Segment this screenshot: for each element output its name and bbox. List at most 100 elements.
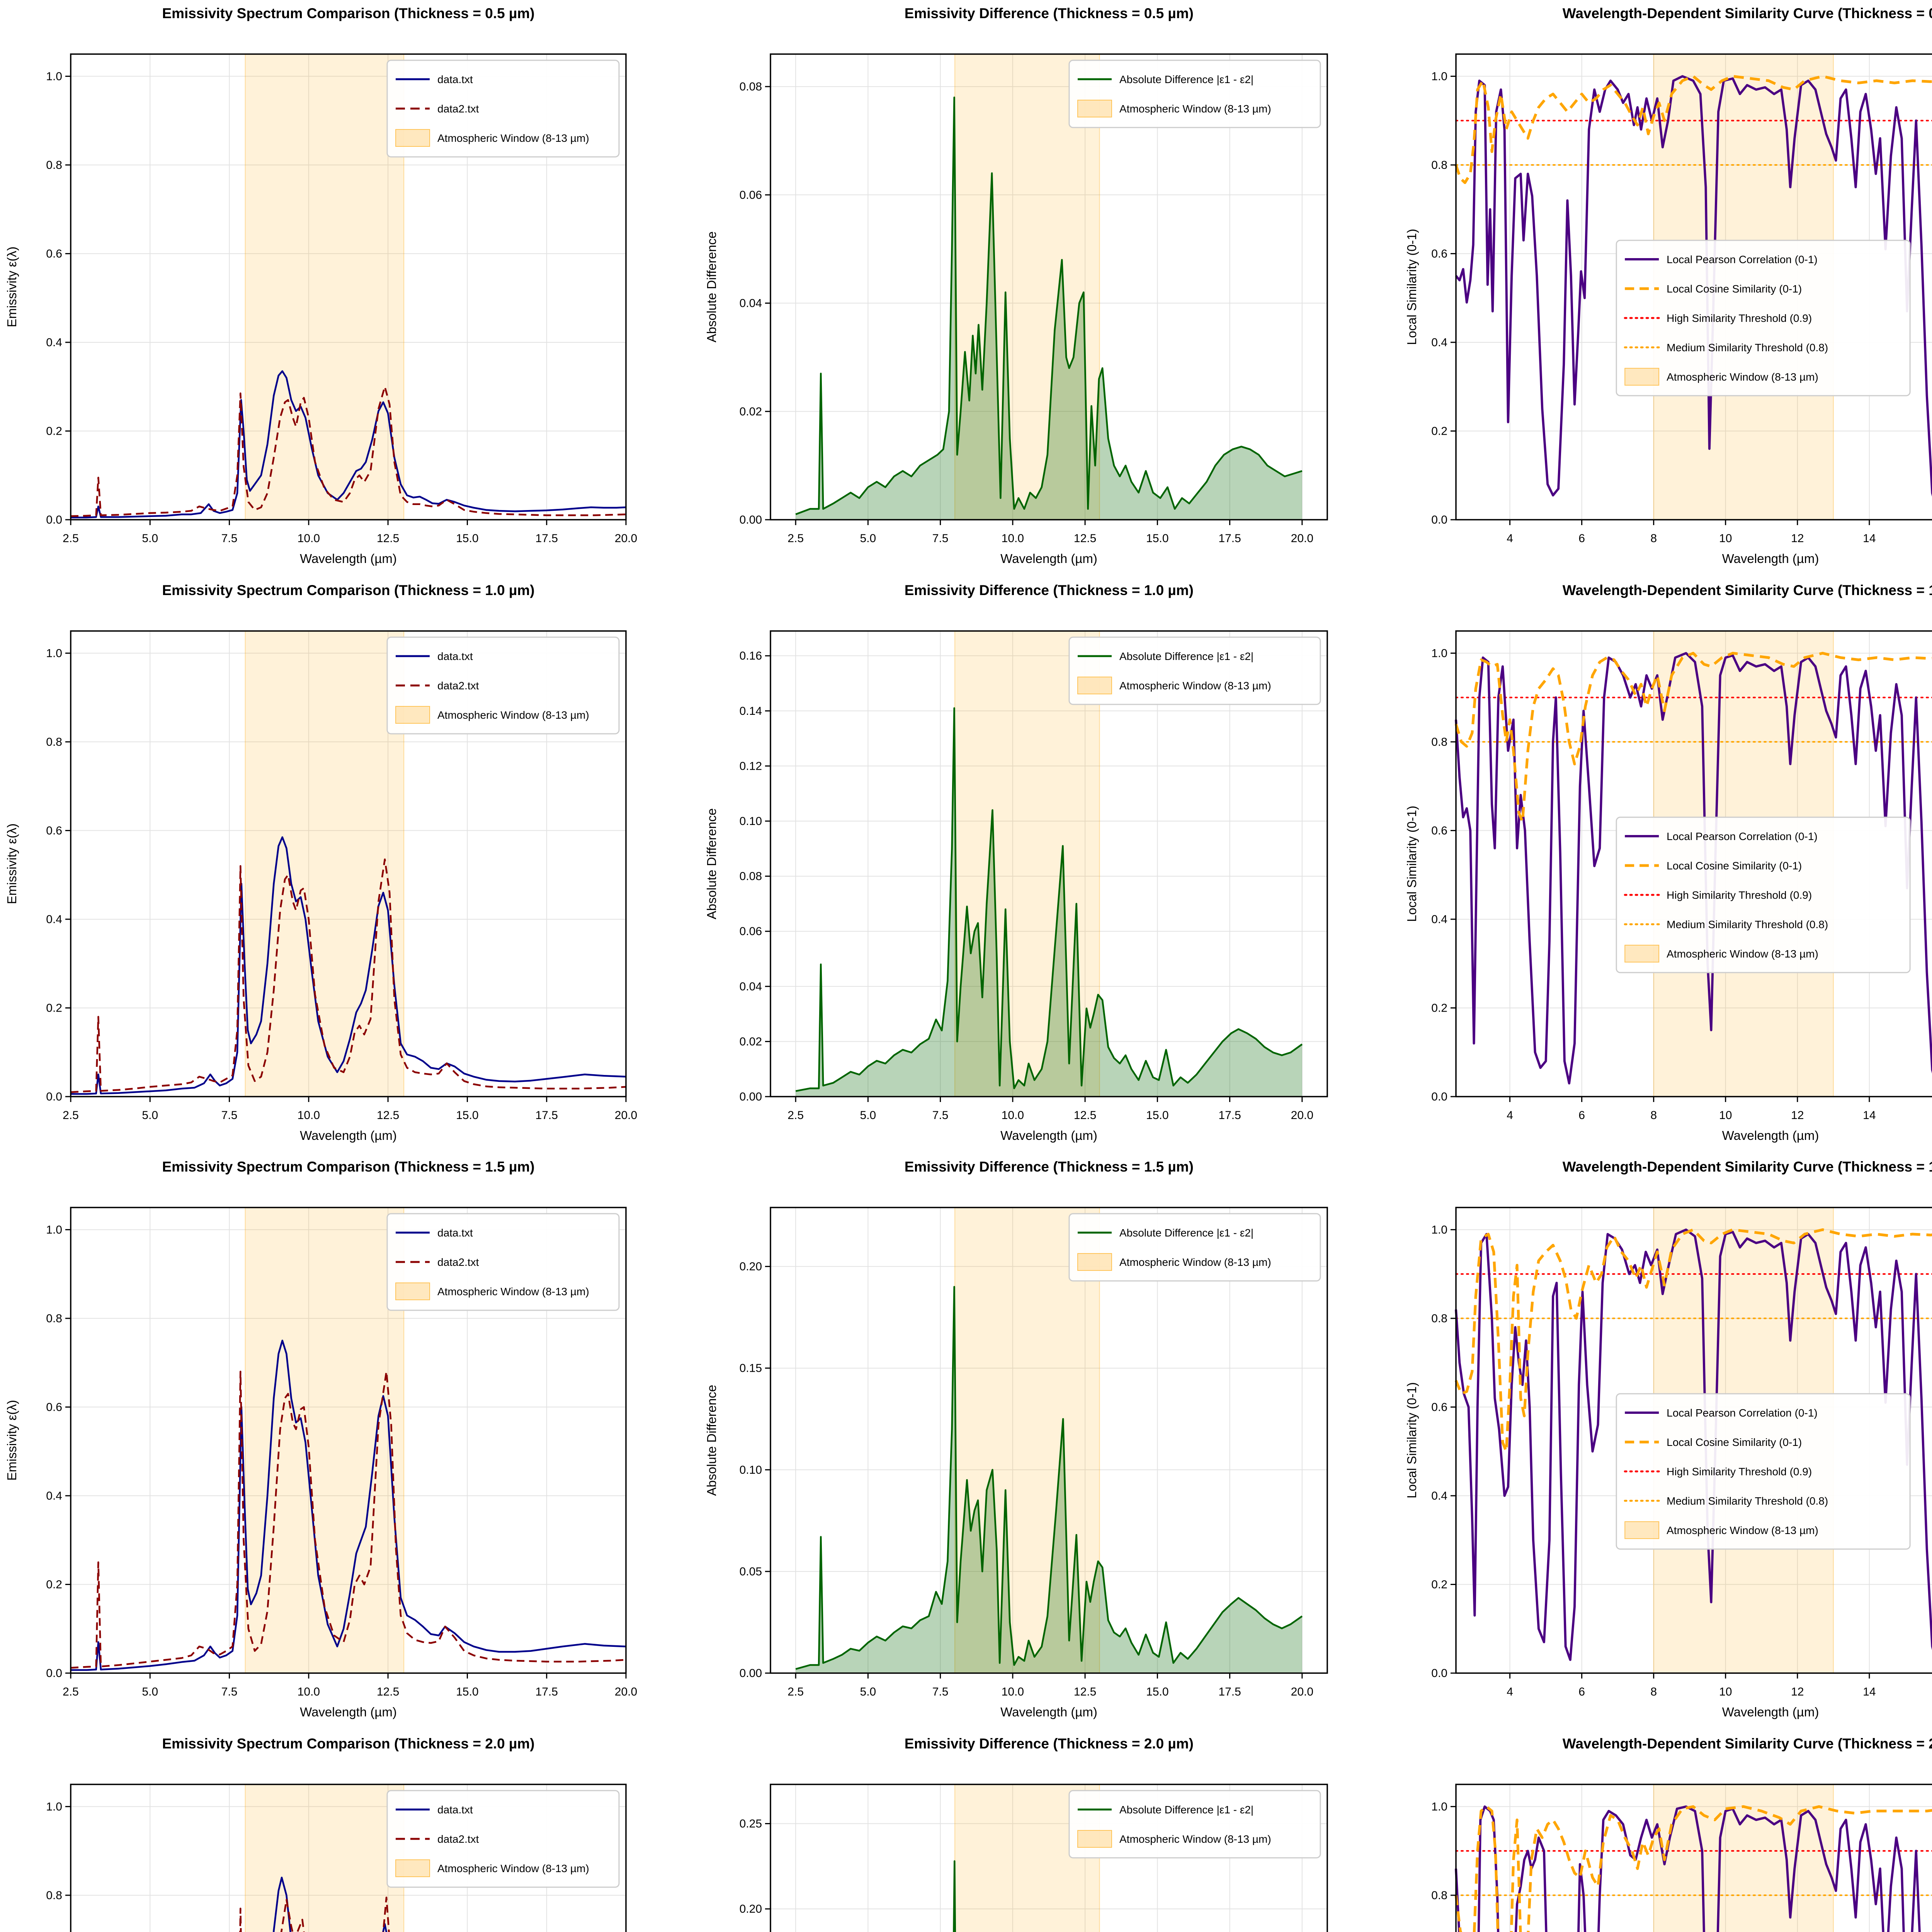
- legend-window-patch: [395, 1282, 430, 1300]
- x-tick-label: 7.5: [221, 1685, 238, 1698]
- x-tick-label: 20.0: [1291, 532, 1313, 545]
- legend-entry-label: data2.txt: [437, 1833, 479, 1845]
- y-tick-label: 0.2: [1431, 1002, 1447, 1014]
- x-axis-label: Wavelength (µm): [1000, 551, 1097, 566]
- series-line: [70, 1371, 626, 1669]
- subplot-spectrum-0.5um: Emissivity Spectrum Comparison (Thicknes…: [0, 0, 700, 577]
- x-tick-label: 8: [1650, 1685, 1657, 1698]
- plot-svg: 2.5 5.0 7.5 10.0 12.5 15.0 17.5 20.0 0.0 0.2 0.4 0.…: [5, 630, 637, 1143]
- y-tick-label: 0.6: [46, 247, 62, 260]
- subplot-difference-1.5um: Emissivity Difference (Thickness = 1.5 µ…: [700, 1153, 1400, 1730]
- y-tick-label: 0.8: [46, 735, 62, 748]
- x-tick-label: 5.0: [142, 1685, 158, 1698]
- legend-entry-label: Local Cosine Similarity (0-1): [1667, 1436, 1802, 1448]
- legend-entry-label: data2.txt: [437, 103, 479, 115]
- x-tick-label: 6: [1578, 1109, 1585, 1122]
- x-tick-label: 15.0: [456, 1109, 478, 1122]
- subplot-difference-2.0um: Emissivity Difference (Thickness = 2.0 µ…: [700, 1730, 1400, 1932]
- legend-window-patch: [395, 706, 430, 724]
- x-axis-label: Wavelength (µm): [300, 551, 397, 566]
- atmospheric-window-band: [245, 54, 405, 520]
- plot-title: Wavelength-Dependent Similarity Curve (T…: [1562, 5, 1932, 21]
- legend-entry-label: Absolute Difference |ε1 - ε2|: [1119, 1227, 1253, 1239]
- legend-window-patch: [395, 1859, 430, 1877]
- series-line: [1454, 1805, 1921, 1932]
- y-tick-label: 0.8: [46, 1889, 62, 1901]
- series-line: [71, 370, 626, 519]
- x-tick-label: 20.0: [615, 532, 637, 545]
- plot-title: Emissivity Spectrum Comparison (Thicknes…: [162, 582, 535, 598]
- y-tick-label: 0.16: [740, 650, 762, 662]
- series-line: [1454, 1805, 1932, 1932]
- axes-spines: [770, 1783, 1328, 1932]
- y-tick-label: 1.0: [46, 1800, 62, 1813]
- legend-entry-label: High Similarity Threshold (0.9): [1667, 312, 1812, 324]
- legend-entry-label: Local Cosine Similarity (0-1): [1667, 860, 1802, 872]
- x-tick-label: 6: [1578, 1685, 1585, 1698]
- plot-svg: 2.5 5.0 7.5 10.0 12.5 15.0 17.5 20.0 0.00 0.05 0.1…: [704, 1207, 1328, 1719]
- atmospheric-window-band: [954, 630, 1100, 1097]
- legend-entry-label: Medium Similarity Threshold (0.8): [1667, 918, 1828, 930]
- y-axis-label: Emissivity ε(λ): [5, 1400, 19, 1481]
- axes-spines: [770, 630, 1328, 1097]
- y-tick-label: 0.0: [1431, 1667, 1447, 1680]
- x-tick-label: 17.5: [1219, 1109, 1241, 1122]
- y-tick-label: 0.0: [1431, 514, 1447, 526]
- x-tick-label: 7.5: [932, 1685, 949, 1698]
- x-tick-label: 10.0: [298, 1109, 320, 1122]
- y-tick-label: 0.10: [740, 815, 762, 827]
- legend-entry-label: High Similarity Threshold (0.9): [1667, 889, 1812, 901]
- x-tick-label: 2.5: [63, 1109, 79, 1122]
- x-tick-label: 5.0: [860, 532, 876, 545]
- y-tick-label: 0.8: [1431, 1889, 1447, 1901]
- x-tick-label: 12: [1791, 1685, 1804, 1698]
- legend: Absolute Difference |ε1 - ε2| Atmospheric…: [1068, 60, 1321, 128]
- x-tick-label: 2.5: [63, 1685, 79, 1698]
- x-tick-label: 20.0: [1291, 1685, 1313, 1698]
- x-tick-label: 15.0: [1146, 1109, 1168, 1122]
- legend-entry-label: Atmospheric Window (8-13 µm): [437, 709, 589, 721]
- legend-window-patch: [1077, 100, 1112, 117]
- legend-entry-label: Absolute Difference |ε1 - ε2|: [1119, 1804, 1253, 1816]
- y-tick-label: 0.0: [1431, 1090, 1447, 1103]
- y-tick-label: 1.0: [1431, 1223, 1447, 1236]
- x-tick-label: 15.0: [1146, 532, 1168, 545]
- x-tick-label: 7.5: [932, 1109, 949, 1122]
- x-tick-label: 12: [1791, 1109, 1804, 1122]
- x-tick-label: 15.0: [456, 532, 478, 545]
- y-axis-label: Emissivity ε(λ): [5, 823, 19, 904]
- legend-entry-label: Medium Similarity Threshold (0.8): [1667, 342, 1828, 354]
- legend-window-patch: [1624, 1521, 1659, 1539]
- x-tick-label: 2.5: [63, 532, 79, 545]
- axes-spines: [70, 53, 627, 520]
- legend-entry-label: data2.txt: [437, 680, 479, 692]
- legend-entry-label: Atmospheric Window (8-13 µm): [1667, 371, 1818, 383]
- series-line: [1454, 75, 1932, 184]
- plot-svg: 46810121416180.00.20.40.60.81.0Wavelengt…: [1405, 630, 1932, 1143]
- y-tick-label: 0.0: [46, 514, 62, 526]
- x-tick-label: 20.0: [615, 1109, 637, 1122]
- atmospheric-window-band: [1653, 1784, 1834, 1932]
- y-tick-label: 1.0: [1431, 647, 1447, 660]
- atmospheric-window-band: [245, 630, 405, 1097]
- legend-entry-label: Atmospheric Window (8-13 µm): [437, 1862, 589, 1874]
- series-line: [795, 1286, 1303, 1670]
- y-tick-label: 0.0: [46, 1667, 62, 1680]
- x-tick-label: 15.0: [1146, 1685, 1168, 1698]
- x-tick-label: 15.0: [456, 1685, 478, 1698]
- plot-title: Wavelength-Dependent Similarity Curve (T…: [1562, 1159, 1932, 1175]
- y-tick-label: 0.8: [46, 159, 62, 172]
- x-tick-label: 4: [1507, 1685, 1513, 1698]
- x-tick-label: 10.0: [1002, 1685, 1024, 1698]
- legend: Local Pearson Correlation (0-1) Local Cos…: [1616, 240, 1911, 396]
- legend: Absolute Difference |ε1 - ε2| Atmospheric…: [1068, 1213, 1321, 1282]
- y-tick-label: 0.10: [740, 1464, 762, 1476]
- legend-window-patch: [1077, 1830, 1112, 1848]
- y-tick-label: 0.6: [1431, 824, 1447, 837]
- y-tick-label: 0.00: [740, 514, 762, 526]
- y-tick-label: 0.2: [46, 1002, 62, 1014]
- y-axis-label: Absolute Difference: [704, 231, 719, 342]
- legend: Absolute Difference |ε1 - ε2| Atmospheric…: [1068, 1790, 1321, 1858]
- subplot-similarity-1.0um: Wavelength-Dependent Similarity Curve (T…: [1400, 577, 1932, 1153]
